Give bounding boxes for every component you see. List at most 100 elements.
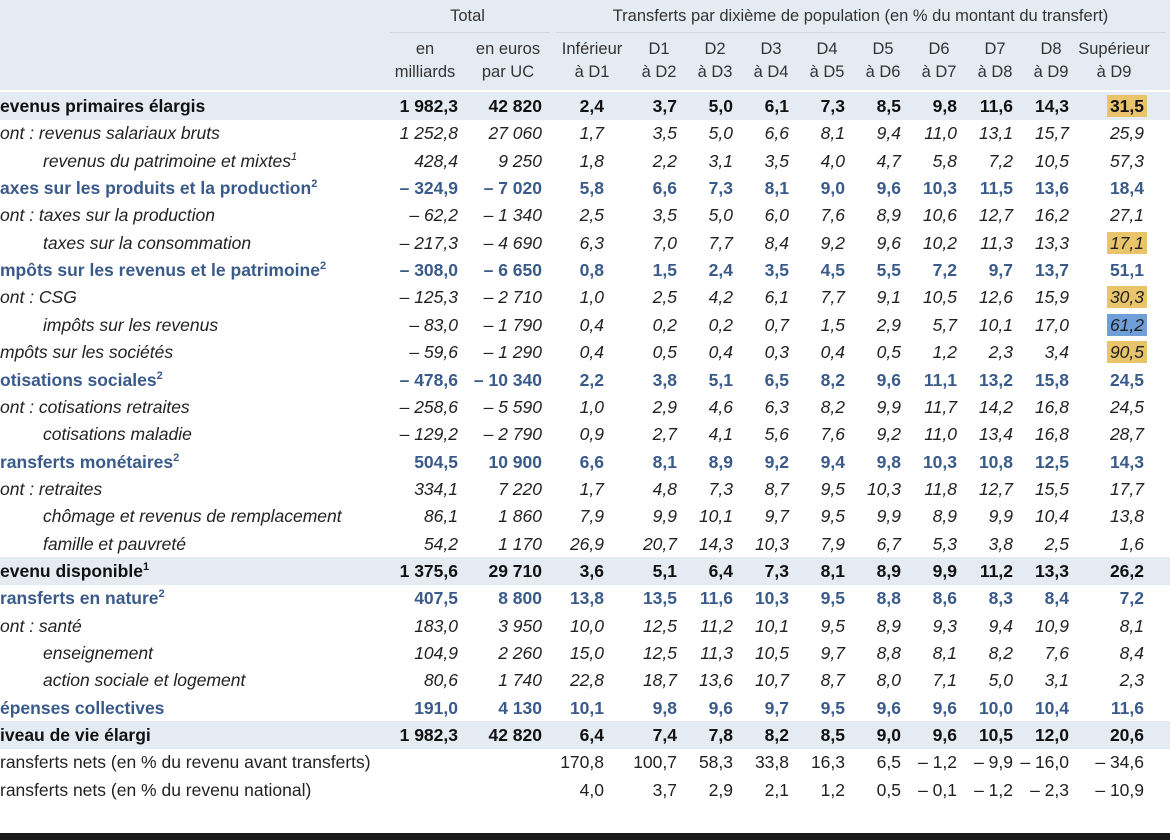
footnote-marker: 1 — [142, 560, 150, 573]
table-cell: 10,5 — [837, 287, 957, 307]
cell-value: – 9,9 — [974, 752, 1013, 773]
cell-value: 0,5 — [652, 342, 677, 363]
cell-value: 14,3 — [1109, 451, 1144, 472]
cell-value: 8,9 — [708, 451, 733, 472]
cell-value: 33,8 — [754, 752, 789, 773]
cell-value: 7,6 — [820, 205, 845, 226]
table-cell: 9,9 — [557, 506, 677, 526]
cell-value: 9,5 — [820, 588, 845, 609]
cell-value: 18,4 — [1109, 178, 1144, 199]
row-label-text: action sociale et logement — [43, 670, 246, 691]
cell-value: 11,6 — [1110, 697, 1144, 718]
cell-value: – 10,9 — [1095, 779, 1144, 800]
row-label-text: iveau de vie élargi — [0, 725, 151, 746]
table-cell: 13,8 — [1024, 506, 1144, 526]
cell-value: 407,5 — [414, 588, 458, 609]
cell-value: 2,2 — [579, 369, 604, 390]
table-cell: 8,4 — [669, 233, 789, 253]
table-cell: 13,2 — [893, 370, 1013, 390]
row-label-text: ont : revenus salariaux bruts — [0, 123, 220, 144]
table-cell: 4,6 — [613, 397, 733, 417]
row-band — [0, 721, 1170, 750]
cell-value: 8,1 — [820, 560, 845, 581]
cell-value: 9,6 — [876, 178, 901, 199]
cell-value: 8,9 — [932, 506, 957, 527]
cell-value: 24,5 — [1109, 369, 1144, 390]
cell-value: 13,5 — [642, 588, 677, 609]
table-cell: – 10 340 — [422, 370, 542, 390]
cell-value: 1 170 — [498, 533, 542, 554]
cell-value: 3,5 — [652, 123, 677, 144]
table-cell: 11,3 — [613, 643, 733, 663]
table-cell: 4,2 — [613, 287, 733, 307]
cell-value: 9,7 — [764, 697, 789, 718]
cell-value: 9,7 — [764, 506, 789, 527]
cell-value: 1,5 — [820, 314, 845, 335]
table-cell: 2,5 — [557, 287, 677, 307]
table-cell: 12,5 — [949, 452, 1069, 472]
cell-value: 1,2 — [932, 342, 957, 363]
cell-value: 2,9 — [708, 779, 733, 800]
cell-value: – 10 340 — [473, 369, 542, 390]
table-cell: 13,5 — [557, 588, 677, 608]
header-total-label: Total — [450, 7, 485, 25]
cell-value: 13,1 — [978, 123, 1013, 144]
table-cell: 0,5 — [781, 342, 901, 362]
row-label-text: chômage et revenus de remplacement — [43, 506, 342, 527]
table-cell: 4,8 — [557, 479, 677, 499]
table-cell: 8,9 — [613, 452, 733, 472]
cell-value: 31,5 — [1106, 95, 1147, 117]
cell-value: 6,4 — [708, 560, 733, 581]
cell-value: 9,8 — [876, 451, 901, 472]
table-cell: 22,8 — [484, 670, 604, 690]
cell-value: 10,1 — [978, 314, 1013, 335]
table-cell: 2 260 — [422, 643, 542, 663]
cell-value: 2,4 — [708, 260, 733, 281]
table-cell: 10,1 — [484, 698, 604, 718]
table-cell: 9,6 — [613, 698, 733, 718]
cell-value: 27,1 — [1109, 205, 1144, 226]
table-cell: 1 170 — [422, 534, 542, 554]
cell-value: 90,5 — [1106, 341, 1147, 364]
cell-value: 8,8 — [876, 588, 901, 609]
cell-value: 7,1 — [932, 670, 957, 691]
cell-value: 11,3 — [700, 643, 733, 663]
cell-value: 6,1 — [764, 287, 789, 308]
column-header-11-line-2: à D9 — [1033, 63, 1069, 81]
cell-value: 9,6 — [932, 697, 957, 718]
cell-value: 0,4 — [579, 342, 604, 363]
cell-value: 12,5 — [1034, 451, 1069, 472]
cell-value: 7,3 — [764, 560, 789, 581]
table-cell: 61,2 — [1024, 313, 1147, 336]
cell-value: – 478,6 — [399, 369, 458, 390]
cell-value: 14,3 — [1034, 96, 1069, 116]
column-header-1-line-1: en — [415, 40, 435, 58]
cell-value: 183,0 — [414, 615, 458, 636]
table-cell: 1 740 — [422, 670, 542, 690]
table-cell: 2,5 — [949, 534, 1069, 554]
cell-value: – 1 790 — [483, 314, 542, 335]
cell-value: 16,3 — [810, 752, 845, 773]
row-band — [0, 92, 1170, 121]
cell-value: 7,7 — [708, 232, 733, 253]
table-cell: 9,6 — [837, 725, 957, 745]
table-cell: 9,7 — [725, 643, 845, 663]
row-label: ont : retraites — [0, 479, 102, 499]
table-cell: 29 710 — [422, 561, 542, 581]
cell-value: 9,6 — [708, 697, 733, 718]
table-cell: 2,7 — [557, 424, 677, 444]
table-cell: 7,3 — [725, 96, 845, 116]
table-cell: 13,6 — [949, 178, 1069, 198]
cell-value: 3,7 — [652, 779, 677, 800]
cell-value: 11,0 — [924, 424, 957, 445]
cell-value: 6,6 — [764, 123, 789, 144]
cell-value: 170,8 — [560, 752, 604, 773]
table-cell: 14,3 — [949, 96, 1069, 116]
table-cell: 10,2 — [837, 233, 957, 253]
table-cell: 0,3 — [669, 342, 789, 362]
cell-value: 8,1 — [1119, 615, 1144, 636]
table-cell: – 34,6 — [1024, 752, 1144, 772]
cell-value: 9,0 — [820, 178, 845, 199]
table-cell: – 1 790 — [422, 315, 542, 335]
table-cell: 20,6 — [1024, 725, 1144, 745]
